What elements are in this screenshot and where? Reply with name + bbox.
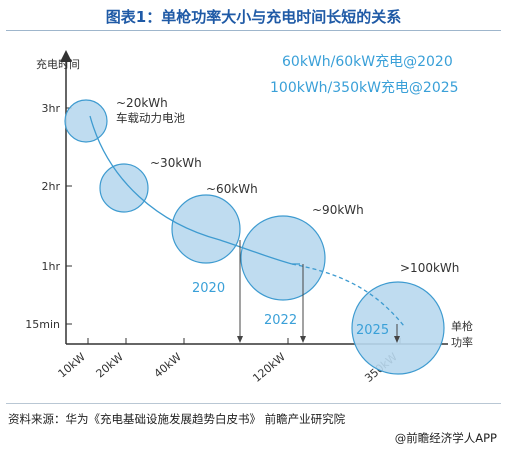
trend-curve-dashed xyxy=(291,263,405,327)
bubble-capacity-label: ~90kWh xyxy=(312,203,364,217)
x-tick-label: 10kW xyxy=(56,350,88,380)
data-bubble xyxy=(99,163,149,213)
bubble-capacity-label: ~60kWh xyxy=(206,182,258,196)
x-tick-label: 120kW xyxy=(250,350,288,385)
bubble-capacity-label: ~30kWh xyxy=(150,156,202,170)
legend-entry: 60kWh/60kW充电@2020 xyxy=(282,54,453,70)
chart-area: 充电时间单枪功率3hr2hr1hr15min10kW20kW40kW120kW3… xyxy=(25,50,473,385)
marker-year-label: 2022 xyxy=(264,313,297,328)
y-tick-label: 15min xyxy=(25,318,60,331)
data-bubble xyxy=(64,99,108,143)
x-tick-label: 20kW xyxy=(94,350,126,380)
y-tick-label: 1hr xyxy=(42,260,61,273)
y-tick-label: 3hr xyxy=(42,102,61,115)
x-axis-label-line2: 功率 xyxy=(451,335,473,349)
marker-year-label: 2025 xyxy=(356,323,389,338)
title-divider xyxy=(6,30,501,31)
data-bubble xyxy=(240,215,326,301)
chart-title: 图表1：单枪功率大小与充电时间长短的关系 xyxy=(105,8,402,26)
bubble-capacity-label: ~20kWh xyxy=(116,96,168,110)
bubble-capacity-label: >100kWh xyxy=(400,261,459,275)
footer-divider xyxy=(6,403,501,404)
marker-year-label: 2020 xyxy=(192,281,225,296)
x-tick-label: 40kW xyxy=(152,350,184,380)
source-note: 资料来源：华为《充电基础设施发展趋势白皮书》 前瞻产业研究院 xyxy=(8,412,346,426)
x-axis-label: 单枪 xyxy=(451,319,473,333)
y-axis-label: 充电时间 xyxy=(36,57,80,71)
marker-arrow xyxy=(300,336,306,343)
legend-entry: 100kWh/350kW充电@2025 xyxy=(270,80,459,96)
marker-arrow xyxy=(237,336,243,343)
trend-curve xyxy=(89,115,293,265)
data-bubble xyxy=(171,194,241,264)
data-bubble xyxy=(351,281,445,375)
y-tick-label: 2hr xyxy=(42,180,61,193)
brand-label: @前瞻经济学人APP xyxy=(394,431,497,445)
bubble-note-label: 车载动力电池 xyxy=(116,111,185,125)
marker-arrow xyxy=(394,336,400,343)
